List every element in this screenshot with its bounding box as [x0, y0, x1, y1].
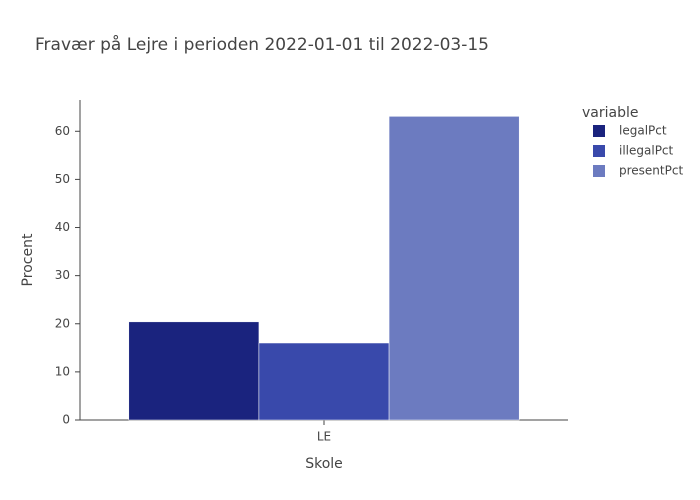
y-tick-label: 0: [62, 413, 70, 427]
legend-swatch: [593, 125, 605, 137]
y-tick-label: 30: [55, 268, 70, 282]
x-axis-title: Skole: [305, 456, 343, 472]
legend-label: presentPct: [619, 164, 683, 178]
y-tick-label: 10: [55, 364, 70, 378]
y-axis-title: Procent: [20, 233, 36, 286]
legend-swatch: [593, 165, 605, 177]
y-tick-label: 60: [55, 124, 70, 138]
bar: [258, 342, 390, 421]
bar: [388, 116, 520, 421]
y-tick-label: 40: [55, 220, 70, 234]
legend-swatch: [593, 145, 605, 157]
legend-label: legalPct: [619, 124, 667, 138]
x-tick-label: LE: [317, 430, 331, 444]
y-tick-label: 20: [55, 316, 70, 330]
legend-label: illegalPct: [619, 144, 674, 158]
bar: [128, 321, 260, 421]
y-tick-label: 50: [55, 172, 70, 186]
chart-title: Fravær på Lejre i perioden 2022-01-01 ti…: [35, 34, 489, 55]
legend-title: variable: [582, 105, 638, 121]
